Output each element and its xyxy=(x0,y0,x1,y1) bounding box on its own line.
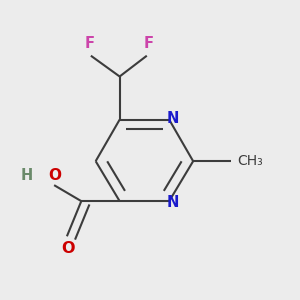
Text: O: O xyxy=(48,168,61,183)
Text: CH₃: CH₃ xyxy=(237,154,263,168)
Text: F: F xyxy=(84,36,94,51)
Text: H: H xyxy=(21,168,33,183)
Text: O: O xyxy=(61,241,74,256)
Text: N: N xyxy=(167,110,179,125)
Text: F: F xyxy=(143,36,153,51)
Text: N: N xyxy=(167,195,179,210)
